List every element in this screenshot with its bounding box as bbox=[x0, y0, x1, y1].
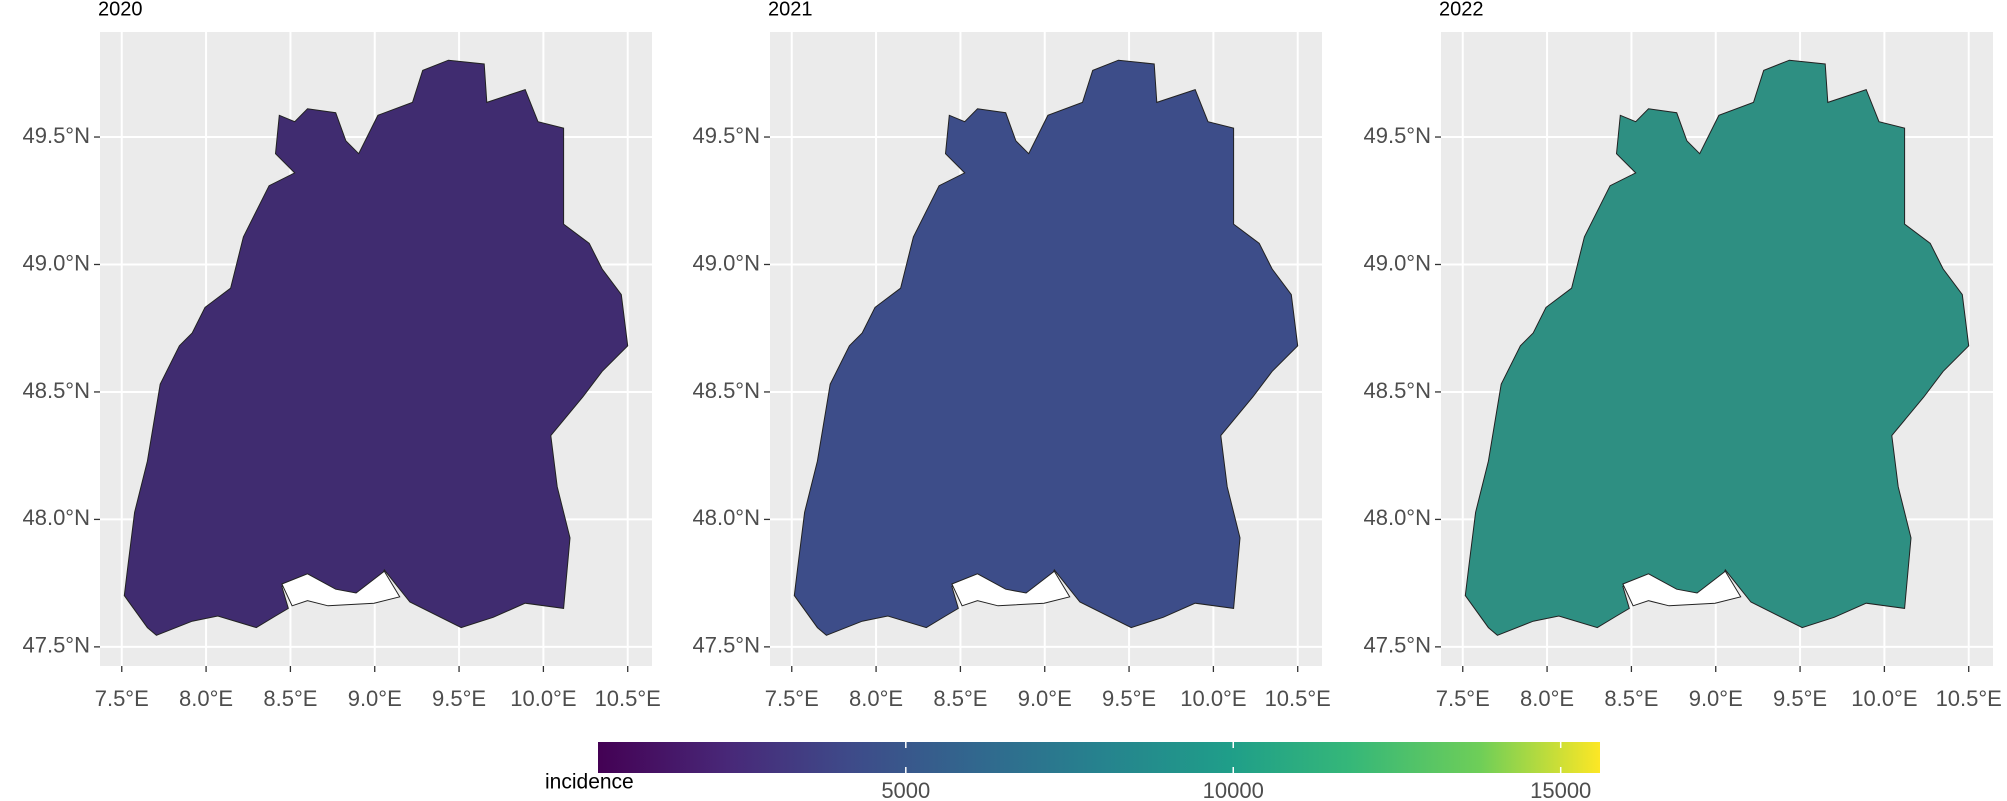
x-tick-label: 8.5°E bbox=[1604, 686, 1658, 711]
y-tick-label: 48.0°N bbox=[1363, 505, 1431, 530]
lake bbox=[281, 570, 401, 607]
x-tick-label: 10.0°E bbox=[1180, 686, 1246, 711]
x-tick-label: 8.0°E bbox=[179, 686, 233, 711]
lake bbox=[951, 570, 1071, 607]
y-tick-label: 49.5°N bbox=[1363, 123, 1431, 148]
lake bbox=[1622, 570, 1742, 607]
y-tick-label: 48.5°N bbox=[22, 378, 90, 403]
y-tick-label: 49.5°N bbox=[22, 123, 90, 148]
x-tick-label: 10.5°E bbox=[595, 686, 661, 711]
colorbar-label: 5000 bbox=[881, 778, 930, 801]
x-tick-label: 10.5°E bbox=[1265, 686, 1331, 711]
x-tick-label: 8.5°E bbox=[263, 686, 317, 711]
y-tick-label: 48.5°N bbox=[1363, 378, 1431, 403]
y-tick-label: 48.0°N bbox=[22, 505, 90, 530]
x-tick-label: 9.0°E bbox=[1689, 686, 1743, 711]
y-tick-label: 49.5°N bbox=[692, 123, 760, 148]
colorbar-label: 15000 bbox=[1530, 778, 1591, 801]
x-tick-label: 9.5°E bbox=[1773, 686, 1827, 711]
y-tick-label: 49.0°N bbox=[692, 250, 760, 275]
y-tick-label: 49.0°N bbox=[1363, 250, 1431, 275]
x-tick-label: 9.5°E bbox=[1102, 686, 1156, 711]
x-tick-label: 9.0°E bbox=[1018, 686, 1072, 711]
legend-title: incidence bbox=[545, 771, 634, 794]
x-tick-label: 7.5°E bbox=[765, 686, 819, 711]
y-tick-label: 48.0°N bbox=[692, 505, 760, 530]
panel-title: 2020 bbox=[98, 0, 143, 20]
x-tick-label: 7.5°E bbox=[95, 686, 149, 711]
x-tick-label: 9.5°E bbox=[432, 686, 486, 711]
y-tick-label: 47.5°N bbox=[692, 633, 760, 658]
y-tick-label: 48.5°N bbox=[692, 378, 760, 403]
x-tick-label: 10.5°E bbox=[1936, 686, 2002, 711]
x-tick-label: 10.0°E bbox=[510, 686, 576, 711]
x-tick-label: 8.0°E bbox=[849, 686, 903, 711]
y-tick-label: 47.5°N bbox=[1363, 633, 1431, 658]
panel-title: 2022 bbox=[1439, 0, 1484, 20]
x-tick-label: 10.0°E bbox=[1851, 686, 1917, 711]
panel-title: 2021 bbox=[768, 0, 813, 20]
x-tick-label: 8.0°E bbox=[1520, 686, 1574, 711]
x-tick-label: 9.0°E bbox=[348, 686, 402, 711]
x-tick-label: 7.5°E bbox=[1436, 686, 1490, 711]
y-tick-label: 47.5°N bbox=[22, 633, 90, 658]
y-tick-label: 49.0°N bbox=[22, 250, 90, 275]
x-tick-label: 8.5°E bbox=[933, 686, 987, 711]
colorbar bbox=[598, 742, 1600, 773]
colorbar-label: 10000 bbox=[1203, 778, 1264, 801]
